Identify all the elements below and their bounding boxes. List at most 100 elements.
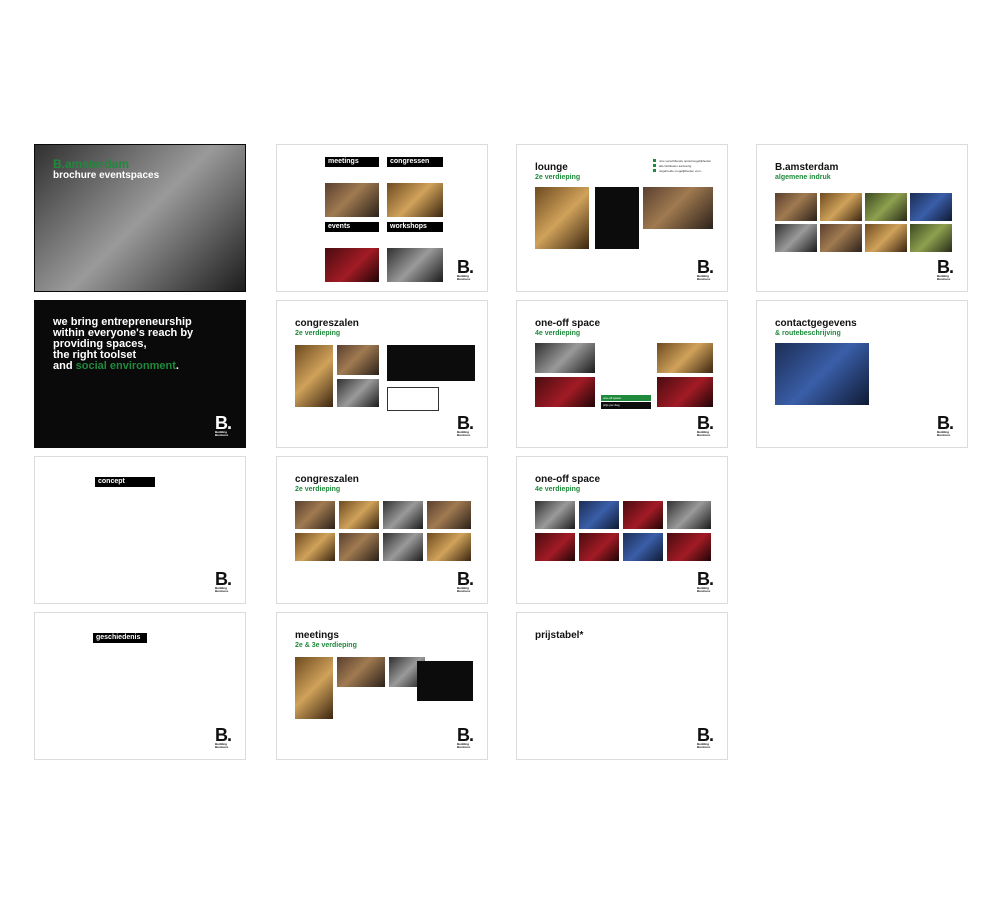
logo: B. Building Business [215, 569, 232, 593]
congress-photo [337, 345, 379, 375]
cover-title: B.amsterdam [53, 157, 130, 171]
page-title: meetings [295, 630, 339, 641]
congressen-photo [387, 183, 443, 217]
photo-grid-item [865, 193, 907, 221]
photo-grid-item [667, 501, 711, 529]
photo-grid-item [535, 501, 575, 529]
price-table-page: prijstabel* B. Building Business [516, 612, 728, 760]
one-off-photo [535, 343, 595, 373]
workshops-label: workshops [387, 222, 443, 232]
logo: B. Building Business [457, 413, 474, 437]
photo-grid-item [295, 501, 335, 529]
page-title: congreszalen [295, 318, 359, 329]
photo-grid-item [295, 533, 335, 561]
page-title: concept [95, 477, 155, 487]
photo-grid-item [623, 501, 663, 529]
cover-photo [35, 145, 245, 291]
room-layout-diagram [387, 387, 439, 411]
photo-grid-item [339, 501, 379, 529]
page-subtitle: 2e verdieping [295, 486, 341, 493]
bullet-icon [653, 169, 656, 172]
photo-grid-item [579, 533, 619, 561]
congressen-label: congressen [387, 157, 443, 167]
page-subtitle: 2e verdieping [535, 174, 581, 181]
page-title: one-off space [535, 474, 601, 485]
page-subtitle: & routebeschrijving [775, 330, 841, 337]
photo-grid-item [383, 501, 423, 529]
photo-grid-item [535, 533, 575, 561]
photo-grid-item [820, 224, 862, 252]
photo-grid-item [339, 533, 379, 561]
photo-grid-item [775, 193, 817, 221]
cover-subtitle: brochure eventspaces [53, 170, 160, 181]
page-title: contactgegevens [775, 318, 857, 329]
cover-page: B.amsterdam brochure eventspaces [34, 144, 246, 292]
meetings-photo [337, 657, 385, 687]
page-title: congreszalen [295, 474, 359, 485]
photo-grid-item [427, 533, 471, 561]
one-off-photo [657, 343, 713, 373]
lounge-photo-2 [643, 187, 713, 229]
building-photo [775, 343, 869, 405]
one-off-photo [535, 377, 595, 407]
page-subtitle: 2e & 3e verdieping [295, 642, 357, 649]
meetings-photo [325, 183, 379, 217]
photo-grid-item [667, 533, 711, 561]
page-subtitle: 4e verdieping [535, 486, 581, 493]
logo: B. Building Business [937, 413, 954, 437]
logo: B. Building Business [697, 725, 714, 749]
meetings-photo [295, 657, 333, 719]
photo-grid-item [910, 224, 952, 252]
page-title: lounge [535, 162, 568, 173]
one-off-tab-label: one-off space [601, 395, 651, 401]
logo: B. Building Business [697, 569, 714, 593]
page-subtitle: algemene indruk [775, 174, 831, 181]
capacity-table [387, 345, 475, 381]
bullet-icon [653, 159, 656, 162]
page-title: one-off space [535, 318, 601, 329]
logo: B. Building Business [215, 725, 232, 749]
page-title: prijstabel* [535, 630, 584, 641]
categories-page: meetings congressen events workshops B. B… [276, 144, 488, 292]
photo-grid-item [623, 533, 663, 561]
photo-grid-item [383, 533, 423, 561]
page-subtitle: 2e verdieping [295, 330, 341, 337]
logo: B. Building Business [215, 413, 232, 437]
one-off-photo [657, 377, 713, 407]
one-off-space-page-2: one-off space 4e verdieping B. Building Bu… [516, 456, 728, 604]
one-off-space-page-1: one-off space 4e verdieping one-off spac… [516, 300, 728, 448]
page-title: geschiedenis [93, 633, 147, 643]
photo-grid-item [865, 224, 907, 252]
congress-rooms-page-1: congreszalen 2e verdieping B. Building Bus… [276, 300, 488, 448]
events-label: events [325, 222, 379, 232]
lounge-bullets: nine verschillende opstelmogelijkheden a… [653, 159, 711, 174]
logo: B. Building Business [457, 257, 474, 281]
contact-page: contactgegevens & routebeschrijving B. Bu… [756, 300, 968, 448]
logo: B. Building Business [937, 257, 954, 281]
concept-page: concept B. Building Business [34, 456, 246, 604]
events-photo [325, 248, 379, 282]
lounge-photo-1 [535, 187, 589, 249]
photo-grid-item [775, 224, 817, 252]
congress-photo [337, 379, 379, 407]
logo: B. Building Business [697, 413, 714, 437]
photo-grid-item [579, 501, 619, 529]
general-impression-page: B.amsterdam algemene indruk B. Building Bu… [756, 144, 968, 292]
meetings-label: meetings [325, 157, 379, 167]
logo: B. Building Business [457, 725, 474, 749]
logo: B. Building Business [697, 257, 714, 281]
photo-grid-item [427, 501, 471, 529]
photo-grid-item [910, 193, 952, 221]
photo-grid-item [820, 193, 862, 221]
meetings-price-table [417, 661, 473, 701]
logo: B. Building Business [457, 569, 474, 593]
lounge-info-table [595, 187, 639, 249]
history-page: geschiedenis B. Building Business [34, 612, 246, 760]
page-subtitle: 4e verdieping [535, 330, 581, 337]
slogan-text: we bring entrepreneurship within everyon… [53, 316, 194, 372]
bullet-icon [653, 164, 656, 167]
congress-photo [295, 345, 333, 407]
one-off-price-bar: prijs per dag [601, 402, 651, 409]
slogan-page: we bring entrepreneurship within everyon… [34, 300, 246, 448]
meetings-page: meetings 2e & 3e verdieping B. Building Bu… [276, 612, 488, 760]
